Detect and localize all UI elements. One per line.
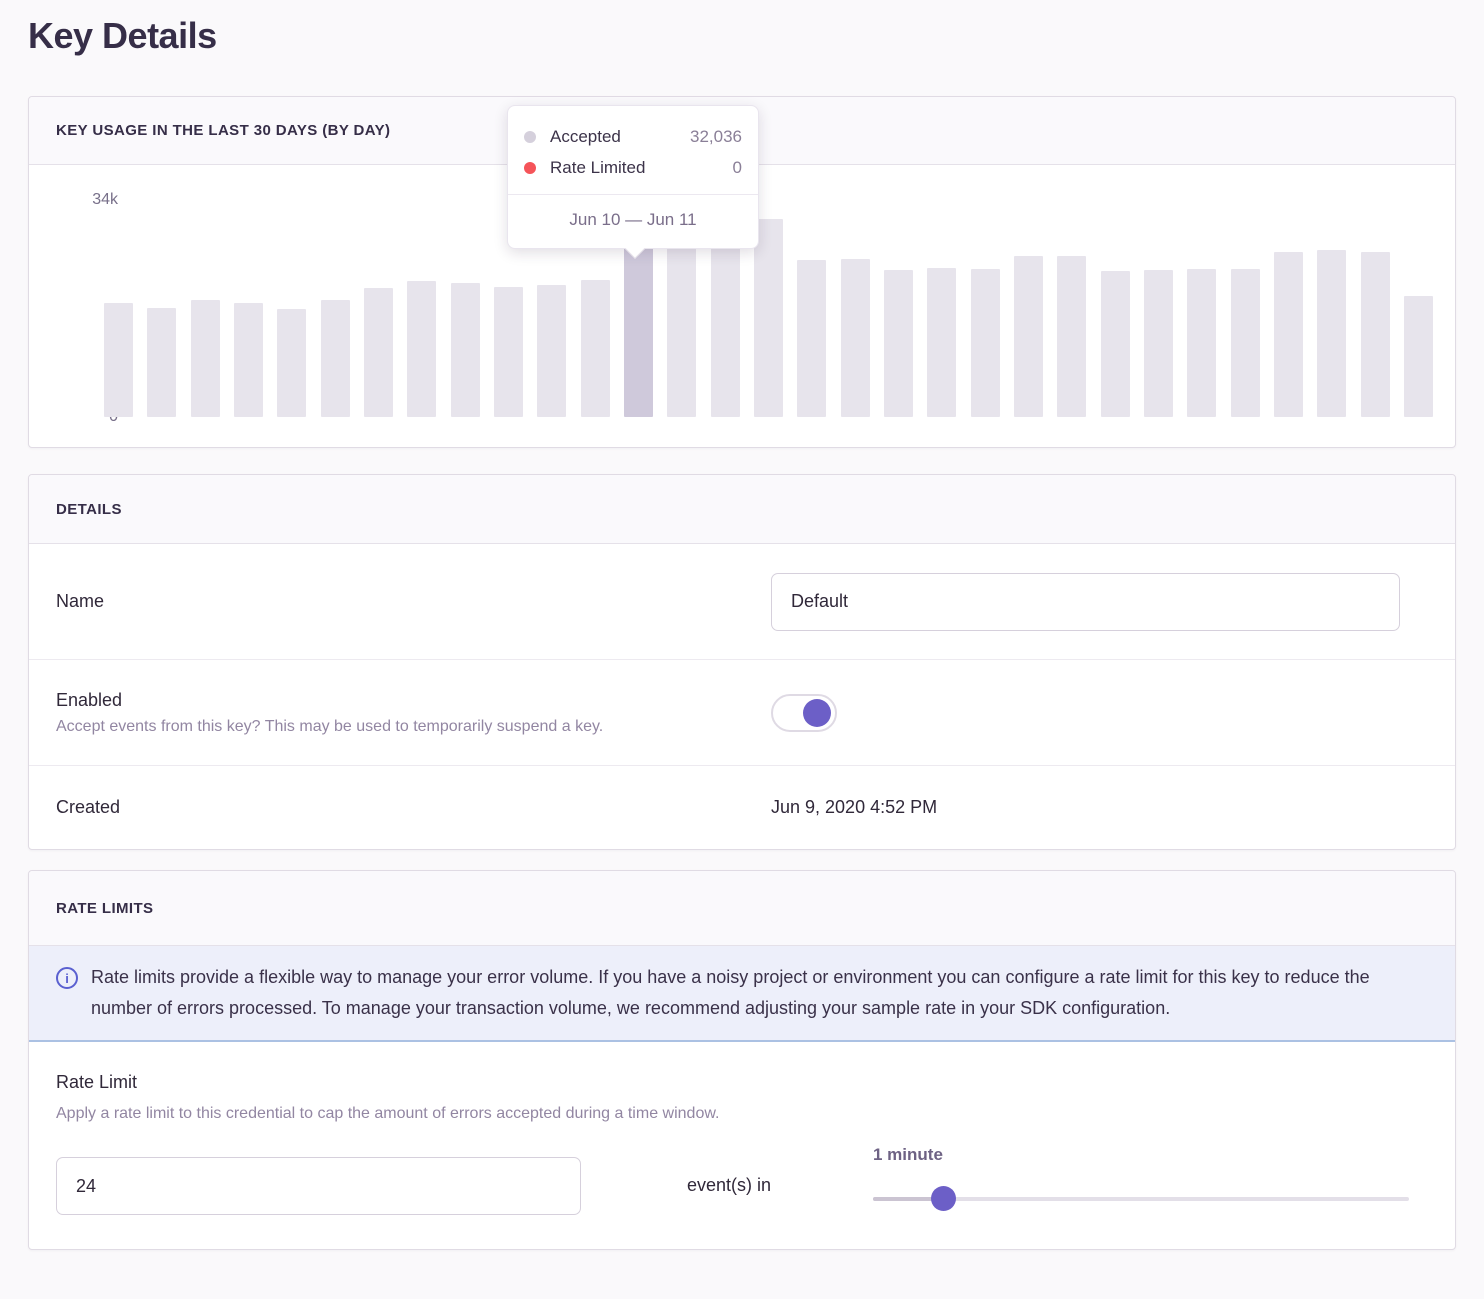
usage-bar[interactable]: [537, 284, 567, 417]
usage-bar[interactable]: [580, 279, 610, 417]
usage-bar[interactable]: [1273, 251, 1303, 417]
usage-bar[interactable]: [407, 281, 437, 417]
rate-limit-label: Rate Limit: [56, 1072, 138, 1092]
details-panel-header: DETAILS: [29, 475, 1455, 544]
rate-limit-window-slider-group: 1 minute: [873, 1145, 1409, 1211]
tooltip-series-rows: Accepted 32,036 Rate Limited 0: [508, 106, 758, 195]
usage-bar[interactable]: [190, 299, 220, 417]
name-row: Name: [29, 544, 1455, 659]
enabled-help-text: Accept events from this key? This may be…: [56, 717, 604, 735]
usage-bar[interactable]: [1100, 270, 1130, 417]
usage-bar[interactable]: [1187, 268, 1217, 417]
usage-bar[interactable]: [1317, 249, 1347, 417]
usage-bar[interactable]: [797, 260, 827, 417]
usage-bar[interactable]: [320, 299, 350, 417]
usage-bar-chart: 34k 0: [29, 165, 1455, 447]
usage-bar[interactable]: [233, 303, 263, 417]
info-alert-text: Rate limits provide a flexible way to ma…: [91, 967, 1370, 1018]
usage-bar[interactable]: [450, 282, 480, 417]
name-label: Name: [56, 591, 105, 611]
page: Key Details KEY USAGE IN THE LAST 30 DAY…: [28, 15, 1456, 1250]
details-panel: DETAILS Name Enabled Accept events from …: [28, 474, 1456, 850]
rate-limits-panel-header: RATE LIMITS: [29, 871, 1455, 946]
created-row: Created Jun 9, 2020 4:52 PM: [29, 765, 1455, 849]
usage-bar[interactable]: [753, 219, 783, 417]
series-value: 32,036: [690, 126, 742, 146]
series-dot-icon: [524, 130, 536, 143]
chart-plot-area: [104, 200, 1433, 417]
name-input[interactable]: [771, 572, 1400, 631]
usage-bar[interactable]: [883, 270, 913, 417]
usage-bar[interactable]: [840, 258, 870, 417]
chart-tooltip: Accepted 32,036 Rate Limited 0 Jun 10 — Jun…: [507, 105, 759, 259]
window-slider[interactable]: [873, 1186, 1409, 1211]
slider-knob[interactable]: [930, 1186, 956, 1211]
usage-bar[interactable]: [147, 307, 177, 417]
usage-bar[interactable]: [363, 288, 393, 417]
page-title: Key Details: [28, 15, 217, 56]
rate-limit-help-text: Apply a rate limit to this credential to…: [56, 1105, 720, 1122]
enabled-row: Enabled Accept events from this key? Thi…: [29, 659, 1455, 765]
info-icon: i: [56, 967, 78, 989]
key-usage-panel: KEY USAGE IN THE LAST 30 DAYS (BY DAY) 3…: [28, 96, 1456, 448]
enabled-toggle[interactable]: [771, 693, 837, 732]
created-label: Created: [56, 797, 121, 817]
usage-bar[interactable]: [493, 286, 523, 417]
tooltip-row: Rate Limited 0: [524, 152, 742, 183]
usage-bar[interactable]: [1230, 268, 1260, 417]
rate-limit-row: Rate Limit Apply a rate limit to this cr…: [29, 1042, 1455, 1249]
usage-bar[interactable]: [277, 308, 307, 417]
usage-bar[interactable]: [1057, 256, 1087, 417]
tooltip-date-range: Jun 10 — Jun 11: [569, 210, 697, 229]
usage-bar[interactable]: [1360, 251, 1390, 417]
toggle-knob: [803, 698, 831, 727]
events-in-text: event(s) in: [686, 1175, 772, 1195]
usage-bar[interactable]: [104, 303, 133, 417]
slider-track-fill: [873, 1197, 943, 1201]
y-axis-max-label: 34k: [92, 191, 118, 208]
slider-track[interactable]: [873, 1197, 1409, 1201]
usage-bar[interactable]: [710, 224, 740, 417]
series-value: 0: [732, 157, 742, 177]
enabled-label: Enabled: [56, 689, 123, 710]
series-dot-icon: [524, 161, 536, 174]
rate-limits-panel: RATE LIMITS i Rate limits provide a flex…: [28, 870, 1456, 1250]
series-label: Rate Limited: [550, 157, 646, 177]
created-value: Jun 9, 2020 4:52 PM: [771, 797, 938, 817]
usage-bar[interactable]: [1403, 295, 1433, 417]
rate-limits-info-alert: i Rate limits provide a flexible way to …: [29, 946, 1455, 1042]
rate-limit-count-input[interactable]: [56, 1157, 581, 1215]
series-label: Accepted: [550, 126, 621, 146]
usage-bar[interactable]: [1143, 270, 1173, 417]
usage-bar[interactable]: [667, 233, 697, 417]
tooltip-row: Accepted 32,036: [524, 121, 742, 152]
usage-bar[interactable]: [970, 268, 1000, 417]
chart-bars: [104, 200, 1433, 417]
usage-bar[interactable]: [1013, 256, 1043, 417]
usage-bar[interactable]: [927, 268, 957, 417]
window-value-label: 1 minute: [873, 1145, 943, 1164]
rate-limit-controls: event(s) in 1 minute: [56, 1145, 1428, 1215]
